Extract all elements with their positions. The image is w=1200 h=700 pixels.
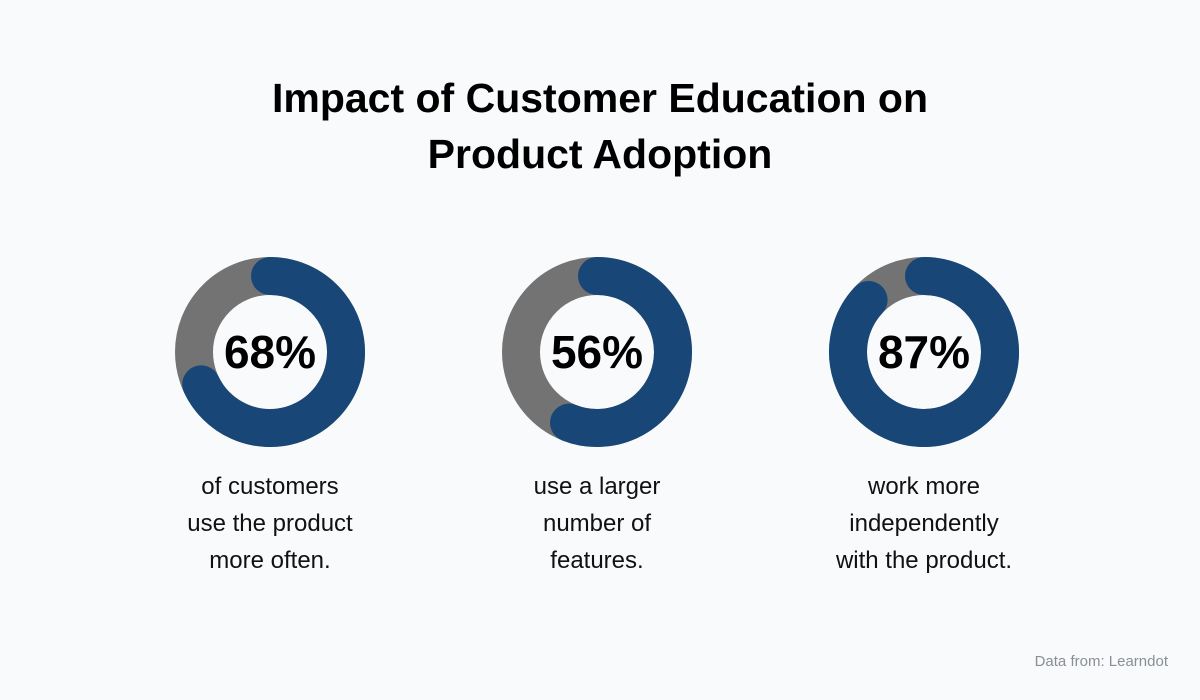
caption-1: of customers use the product more often. [120, 468, 420, 579]
donut-value-label: 56% [551, 326, 643, 378]
title-line-1: Impact of Customer Education on [271, 75, 929, 121]
donut-value-arc [182, 257, 365, 447]
chart-title: Impact of Customer Education on Product … [0, 70, 1200, 182]
donut-value-label: 68% [224, 326, 316, 378]
caption-line: more often. [209, 547, 331, 574]
donut-value-label: 87% [878, 326, 970, 378]
caption-line: work more [867, 473, 981, 500]
caption-line: use the product [187, 510, 353, 537]
caption-line: of customers [201, 473, 339, 500]
caption-line: features. [550, 547, 644, 574]
donut-2: 56% [502, 257, 692, 447]
donut-1: 68% [175, 257, 365, 447]
donut-3: 87% [829, 257, 1019, 447]
caption-line: independently [849, 510, 999, 537]
donut-value-arc [550, 257, 692, 447]
caption-2: use a larger number of features. [447, 468, 747, 579]
caption-3: work more independently with the product… [774, 468, 1074, 579]
caption-line: with the product. [835, 547, 1013, 574]
caption-line: number of [542, 510, 652, 537]
caption-line: use a larger [533, 473, 661, 500]
title-line-2: Product Adoption [427, 131, 773, 177]
donut-value-arc [829, 257, 1019, 447]
data-source: Data from: Learndot [1034, 653, 1168, 670]
